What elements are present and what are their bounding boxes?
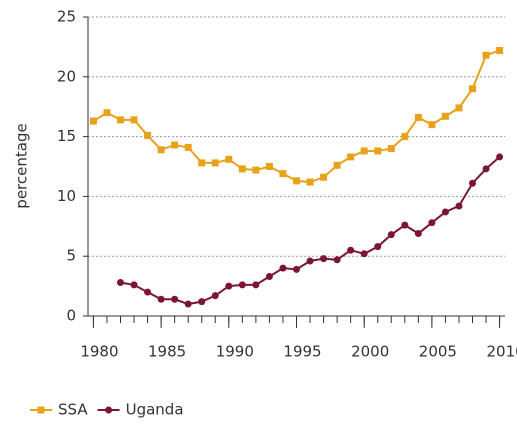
x-tick-label: 1990 [216,343,254,361]
point [157,146,165,154]
point [103,109,111,117]
point [293,177,300,185]
point [144,131,152,139]
point [293,265,300,273]
point [144,288,152,296]
point [171,141,179,149]
y-tick-label: 10 [57,187,76,205]
point [238,165,246,173]
point [116,279,124,287]
point [116,116,124,124]
x-tick-label: 1980 [80,343,118,361]
point [89,117,97,125]
y-tick-label: 25 [57,8,76,26]
point [252,281,260,289]
point [401,221,409,229]
y-tick-label: 5 [66,247,76,265]
point [360,147,368,155]
point [482,51,490,59]
point [414,229,422,237]
y-axis-label: percentage [13,123,31,208]
point [211,159,219,167]
point [374,243,382,251]
point [157,295,165,303]
point [171,295,179,303]
point [252,166,260,174]
point [320,173,328,181]
x-tick-label: 1995 [283,343,321,361]
point [387,231,395,239]
point [387,145,395,153]
legend-label: Uganda [126,401,184,419]
x-tick-label: 2005 [419,343,457,361]
point [469,85,477,93]
point [265,163,273,170]
point [469,179,477,187]
point [279,170,287,178]
x-tick-label: 2010 [486,343,517,361]
point [238,281,246,289]
x-tick-label: 1985 [148,343,186,361]
point [441,208,449,216]
point [428,219,436,227]
legend-marker [105,406,113,414]
point [279,264,287,272]
point [414,113,422,121]
legend-marker [37,406,45,414]
point [496,153,504,161]
point [198,298,206,306]
point [306,257,314,265]
y-tick-label: 0 [66,307,76,325]
point [347,246,355,254]
point [198,159,206,167]
legend-label: SSA [58,401,88,419]
point [265,273,273,281]
point [496,46,504,54]
point [225,282,233,290]
point [347,153,355,161]
point [360,250,368,258]
point [401,133,409,141]
point [428,121,436,129]
point [184,143,192,151]
point [441,112,449,120]
point [455,104,463,112]
point [211,292,219,300]
point [320,255,328,263]
point [225,155,233,163]
point [333,161,341,169]
point [455,202,463,210]
point [130,116,138,124]
point [333,256,341,264]
y-tick-label: 15 [57,127,76,145]
y-tick-label: 20 [57,67,76,85]
x-tick-label: 2000 [351,343,389,361]
point [306,178,314,186]
point [130,281,138,289]
point [482,165,490,173]
series-line [92,49,500,184]
point [184,300,192,308]
point [374,147,382,155]
